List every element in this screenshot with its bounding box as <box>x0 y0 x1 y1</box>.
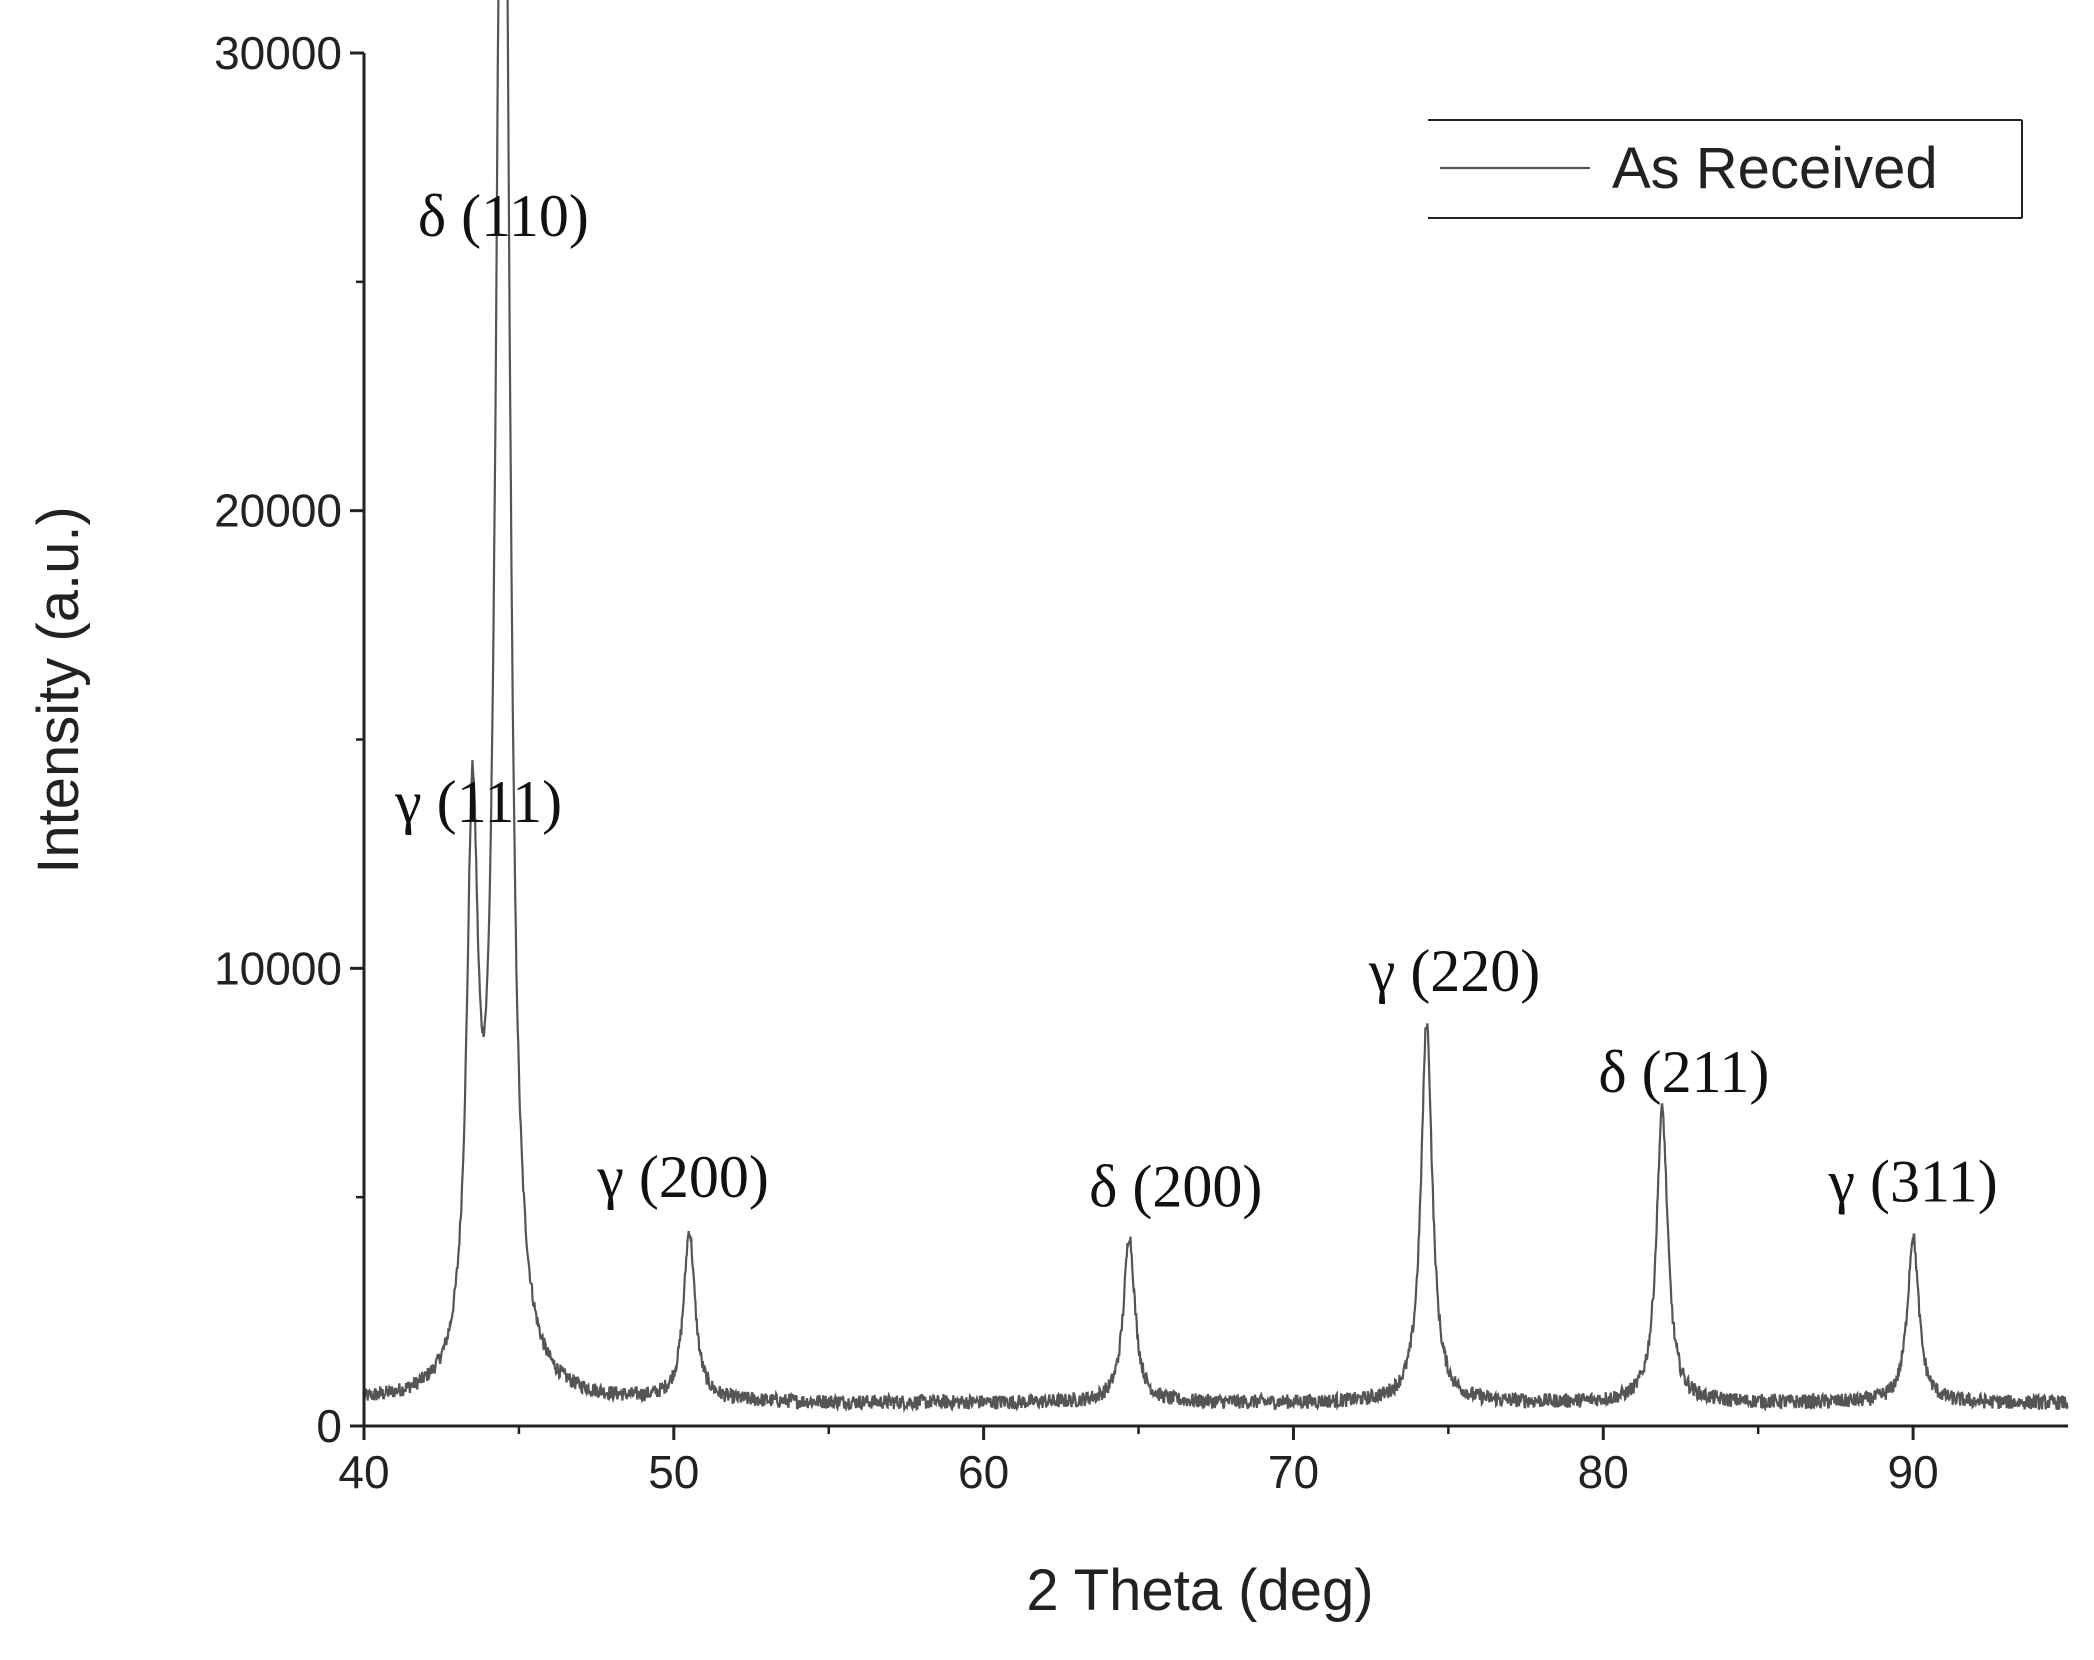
y-tick-label: 30000 <box>214 27 342 79</box>
peak-label: γ (200) <box>596 1144 768 1210</box>
y-tick-label: 20000 <box>214 485 342 537</box>
x-tick-label: 70 <box>1268 1446 1319 1498</box>
y-axis-title: Intensity (a.u.) <box>26 506 91 873</box>
peak-annotations: δ (110) γ (111) γ (200) δ (200) γ (220) δ (21… <box>394 183 1998 1219</box>
x-tick-label: 60 <box>958 1446 1009 1498</box>
legend: As Received <box>1428 119 2023 219</box>
y-tick-label: 0 <box>316 1400 342 1452</box>
x-axis-title: 2 Theta (deg) <box>1026 1558 1373 1623</box>
peak-label: γ (220) <box>1368 938 1540 1004</box>
x-tick-label: 50 <box>648 1446 699 1498</box>
peak-label: δ (110) <box>418 183 589 249</box>
x-tick-label: 90 <box>1888 1446 1939 1498</box>
y-tick-label: 10000 <box>214 942 342 994</box>
legend-entry-label: As Received <box>1612 136 1938 201</box>
peak-label: δ (200) <box>1089 1153 1262 1219</box>
peak-label: γ (111) <box>394 769 562 835</box>
peak-label: γ (311) <box>1827 1149 1997 1215</box>
x-tick-label: 40 <box>338 1446 389 1498</box>
plot-area <box>362 0 2069 1414</box>
series-line-as-received <box>362 0 2069 1414</box>
axes: 0 10000 20000 30000 40 50 60 70 80 90 <box>214 27 2068 1498</box>
x-tick-label: 80 <box>1578 1446 1629 1498</box>
peak-label: δ (211) <box>1598 1039 1769 1105</box>
